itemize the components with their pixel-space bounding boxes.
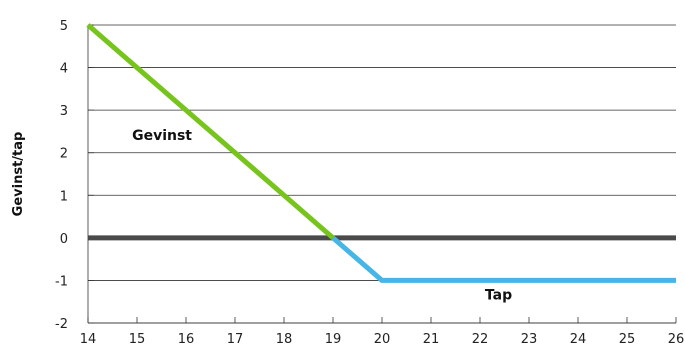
y-tick-label: 1 [60,189,68,204]
y-tick-label: 4 [60,62,68,77]
x-tick-label: 26 [668,332,685,347]
x-tick-label: 14 [80,332,97,347]
x-tick-label: 21 [423,332,440,347]
series-lines [86,23,676,283]
x-tick-label: 22 [472,332,489,347]
x-tick-label: 15 [129,332,146,347]
y-tick-label: -1 [55,274,68,289]
x-tick-label: 23 [521,332,538,347]
x-tick-label: 18 [276,332,293,347]
x-tick-label: 20 [374,332,391,347]
y-tick-label: -2 [55,317,68,332]
series-tap-line [331,235,676,283]
y-tick-label: 2 [60,147,68,162]
annotation-gevinst: Gevinst [132,128,192,144]
x-tick-label: 24 [570,332,587,347]
y-tick-label: 3 [60,104,68,119]
x-tick-label: 16 [178,332,195,347]
annotation-tap: Tap [485,288,512,304]
x-tick-label: 17 [227,332,244,347]
series-gevinst-line [86,23,335,240]
annotations: Gevinst Tap [132,128,512,304]
y-axis-label: Gevinst/tap [11,132,26,217]
x-tick-label: 19 [325,332,342,347]
y-tick-label: 0 [60,232,68,247]
y-tick-label: 5 [60,19,68,34]
x-tick-label: 25 [619,332,636,347]
